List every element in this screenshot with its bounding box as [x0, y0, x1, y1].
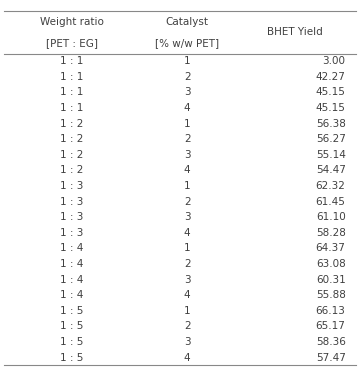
Text: [PET : EG]: [PET : EG] [46, 38, 98, 48]
Text: 2: 2 [184, 321, 190, 331]
Text: 1: 1 [184, 306, 190, 316]
Text: 1 : 1: 1 : 1 [60, 87, 84, 97]
Text: 1 : 5: 1 : 5 [60, 306, 84, 316]
Text: 58.28: 58.28 [316, 228, 346, 238]
Text: 4: 4 [184, 352, 190, 362]
Text: 61.10: 61.10 [316, 212, 346, 222]
Text: 4: 4 [184, 103, 190, 113]
Text: 56.27: 56.27 [316, 134, 346, 144]
Text: 1: 1 [184, 56, 190, 66]
Text: 1 : 1: 1 : 1 [60, 72, 84, 82]
Text: 1: 1 [184, 181, 190, 191]
Text: 1 : 3: 1 : 3 [60, 181, 84, 191]
Text: 1 : 3: 1 : 3 [60, 212, 84, 222]
Text: 45.15: 45.15 [316, 103, 346, 113]
Text: 58.36: 58.36 [316, 337, 346, 347]
Text: 1 : 4: 1 : 4 [60, 290, 84, 300]
Text: BHET Yield: BHET Yield [267, 27, 323, 37]
Text: 1 : 2: 1 : 2 [60, 134, 84, 144]
Text: 56.38: 56.38 [316, 119, 346, 129]
Text: 54.47: 54.47 [316, 165, 346, 175]
Text: 55.88: 55.88 [316, 290, 346, 300]
Text: 1 : 5: 1 : 5 [60, 337, 84, 347]
Text: 3.00: 3.00 [323, 56, 346, 66]
Text: 3: 3 [184, 337, 190, 347]
Text: 1 : 2: 1 : 2 [60, 119, 84, 129]
Text: 4: 4 [184, 228, 190, 238]
Text: 45.15: 45.15 [316, 87, 346, 97]
Text: 1 : 1: 1 : 1 [60, 103, 84, 113]
Text: 65.17: 65.17 [316, 321, 346, 331]
Text: 55.14: 55.14 [316, 150, 346, 160]
Text: 57.47: 57.47 [316, 352, 346, 362]
Text: Catalyst: Catalyst [166, 17, 209, 27]
Text: 1 : 2: 1 : 2 [60, 165, 84, 175]
Text: 1 : 4: 1 : 4 [60, 275, 84, 284]
Text: 2: 2 [184, 197, 190, 207]
Text: Weight ratio: Weight ratio [40, 17, 104, 27]
Text: 3: 3 [184, 150, 190, 160]
Text: 3: 3 [184, 275, 190, 284]
Text: 1 : 3: 1 : 3 [60, 228, 84, 238]
Text: 4: 4 [184, 165, 190, 175]
Text: 1 : 5: 1 : 5 [60, 321, 84, 331]
Text: 1 : 1: 1 : 1 [60, 56, 84, 66]
Text: 1 : 5: 1 : 5 [60, 352, 84, 362]
Text: 1 : 4: 1 : 4 [60, 259, 84, 269]
Text: 1 : 2: 1 : 2 [60, 150, 84, 160]
Text: 60.31: 60.31 [316, 275, 346, 284]
Text: 62.32: 62.32 [316, 181, 346, 191]
Text: 64.37: 64.37 [316, 244, 346, 254]
Text: 61.45: 61.45 [316, 197, 346, 207]
Text: 2: 2 [184, 72, 190, 82]
Text: 66.13: 66.13 [316, 306, 346, 316]
Text: 1: 1 [184, 244, 190, 254]
Text: 3: 3 [184, 212, 190, 222]
Text: 4: 4 [184, 290, 190, 300]
Text: 1 : 4: 1 : 4 [60, 244, 84, 254]
Text: 63.08: 63.08 [316, 259, 346, 269]
Text: 3: 3 [184, 87, 190, 97]
Text: 1 : 3: 1 : 3 [60, 197, 84, 207]
Text: 42.27: 42.27 [316, 72, 346, 82]
Text: 1: 1 [184, 119, 190, 129]
Text: 2: 2 [184, 134, 190, 144]
Text: 2: 2 [184, 259, 190, 269]
Text: [% w/w PET]: [% w/w PET] [155, 38, 219, 48]
